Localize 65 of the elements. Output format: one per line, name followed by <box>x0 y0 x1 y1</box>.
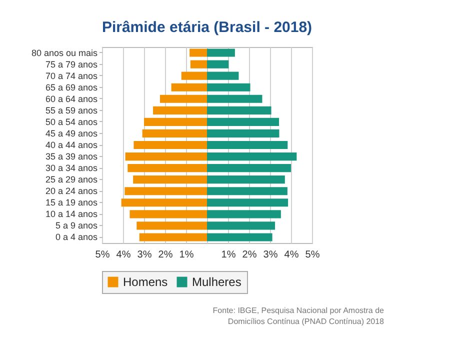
chart-title: Pirâmide etária (Brasil - 2018) <box>102 19 312 36</box>
bar <box>144 118 207 126</box>
bar <box>190 48 207 57</box>
bar <box>207 140 288 150</box>
bar <box>125 152 207 161</box>
bar <box>207 72 239 80</box>
y-tick-label: 50 a 54 anos <box>45 116 98 127</box>
x-tick-label: 1% <box>179 250 194 260</box>
bar <box>160 94 207 103</box>
x-tick-label: 4% <box>284 250 299 260</box>
bar <box>207 176 285 184</box>
bar <box>153 106 207 114</box>
y-tick-label: 55 a 59 anos <box>45 105 98 116</box>
y-tick-label: 10 a 14 anos <box>45 209 98 220</box>
y-tick-label: 5 a 9 anos <box>55 220 98 231</box>
bar <box>171 83 207 92</box>
bar <box>181 72 207 80</box>
bar <box>207 129 280 138</box>
bar <box>207 118 280 126</box>
bar <box>207 106 272 114</box>
y-tick-label: 80 anos ou mais <box>31 48 98 58</box>
x-tick-label: 2% <box>158 250 173 260</box>
bar <box>142 129 207 138</box>
y-tick-label: 70 a 74 anos <box>45 70 98 81</box>
x-tick-label: 5% <box>305 250 320 260</box>
bar <box>207 198 288 207</box>
legend-label: Mulheres <box>192 275 242 289</box>
bar <box>124 187 207 196</box>
bar <box>207 233 272 242</box>
bar <box>130 210 207 218</box>
bar <box>139 233 207 242</box>
y-tick-label: 65 a 69 anos <box>45 82 98 92</box>
y-tick-label: 30 a 34 anos <box>45 163 98 174</box>
bar <box>207 222 276 230</box>
y-tick-label: 35 a 39 anos <box>45 152 98 162</box>
bar <box>190 60 207 68</box>
y-tick-label: 45 a 49 anos <box>45 128 98 138</box>
x-tick-label: 3% <box>263 250 278 260</box>
bar <box>136 222 207 230</box>
y-tick-label: 60 a 64 anos <box>45 94 98 104</box>
bar <box>128 164 207 172</box>
bar <box>133 176 207 184</box>
x-tick-label: 5% <box>95 250 110 260</box>
bar <box>207 48 235 57</box>
y-tick-label: 20 a 24 anos <box>45 186 98 196</box>
x-tick-label: 3% <box>137 250 152 260</box>
legend-label: Homens <box>123 275 168 289</box>
bar <box>207 83 250 92</box>
x-tick-label: 4% <box>116 250 131 260</box>
y-tick-label: 0 a 4 anos <box>55 232 98 242</box>
y-tick-label: 15 a 19 anos <box>45 198 98 208</box>
y-tick-label: 40 a 44 anos <box>45 140 98 150</box>
bar <box>207 60 229 68</box>
bar <box>134 140 207 150</box>
y-tick-label: 75 a 79 anos <box>45 59 98 70</box>
y-tick-label: 25 a 29 anos <box>45 174 98 185</box>
bar <box>207 94 262 103</box>
x-tick-label: 1% <box>221 250 236 260</box>
x-tick-label: 2% <box>242 250 257 260</box>
bar <box>207 152 297 161</box>
bar <box>207 164 291 172</box>
bar <box>121 198 207 207</box>
bar <box>207 187 288 196</box>
source-note: Fonte: IBGE, Pesquisa Nacional por Amostra de Domicílios Contínua (PNAD Contínua) 2018 <box>212 306 384 328</box>
bar <box>207 210 281 218</box>
